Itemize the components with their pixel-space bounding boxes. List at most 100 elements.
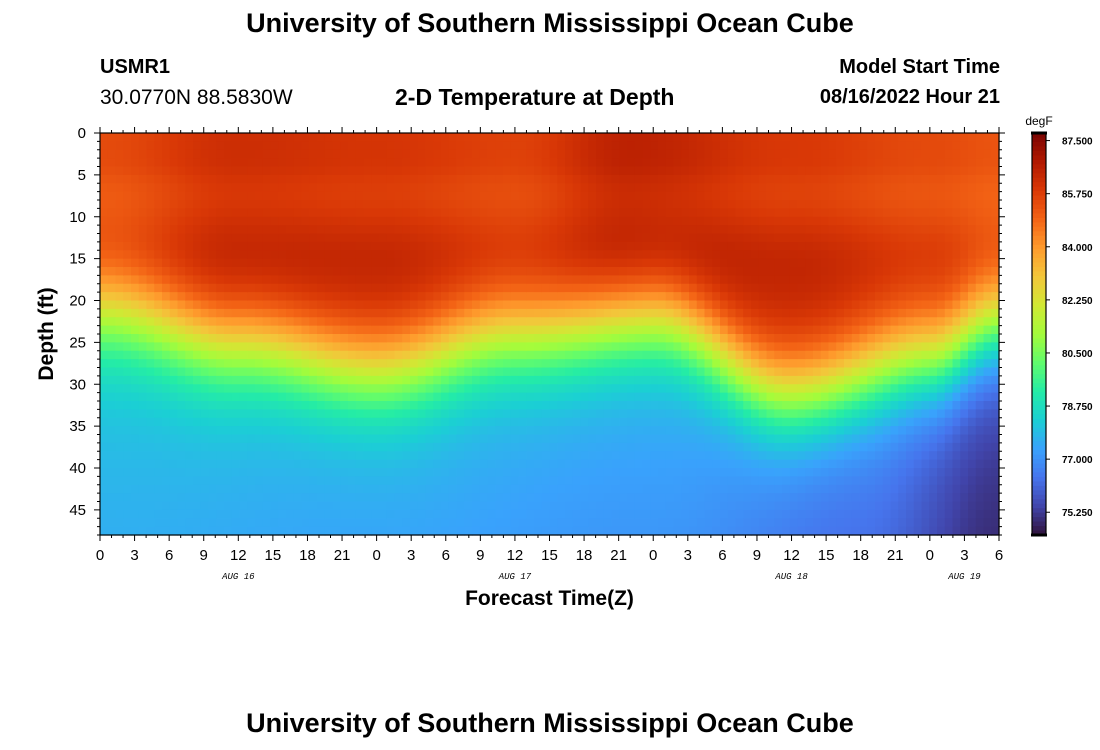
heatmap-cell bbox=[278, 258, 287, 268]
heatmap-cell bbox=[262, 216, 272, 226]
heatmap-cell bbox=[363, 468, 372, 477]
heatmap-cell bbox=[642, 200, 651, 209]
heatmap-cell bbox=[689, 434, 698, 444]
heatmap-cell bbox=[332, 518, 341, 528]
heatmap-cell bbox=[828, 258, 837, 268]
heatmap-cell bbox=[208, 493, 217, 503]
heatmap-cell bbox=[875, 216, 884, 226]
heatmap-cell bbox=[557, 191, 566, 201]
heatmap-cell bbox=[200, 451, 210, 461]
heatmap-cell bbox=[185, 526, 194, 536]
heatmap-cell bbox=[665, 468, 675, 477]
heatmap-cell bbox=[487, 233, 496, 243]
heatmap-cell bbox=[472, 191, 481, 201]
heatmap-cell bbox=[185, 241, 194, 251]
heatmap-cell bbox=[200, 283, 210, 293]
heatmap-cell bbox=[208, 325, 217, 335]
heatmap-cell bbox=[317, 484, 326, 494]
heatmap-cell bbox=[743, 275, 752, 285]
heatmap-cell bbox=[169, 359, 179, 369]
heatmap-cell bbox=[301, 158, 310, 168]
heatmap-cell bbox=[270, 200, 279, 209]
heatmap-cell bbox=[340, 200, 349, 209]
heatmap-cell bbox=[503, 158, 512, 168]
heatmap-cell bbox=[712, 342, 721, 352]
heatmap-cell bbox=[348, 367, 357, 377]
heatmap-cell bbox=[851, 191, 861, 201]
heatmap-cell bbox=[751, 459, 760, 469]
heatmap-cell bbox=[541, 384, 551, 394]
heatmap-cell bbox=[650, 442, 659, 452]
heatmap-cell bbox=[115, 518, 124, 528]
heatmap-cell bbox=[138, 325, 148, 335]
heatmap-cell bbox=[332, 468, 341, 477]
heatmap-cell bbox=[348, 493, 357, 503]
heatmap-cell bbox=[100, 133, 109, 142]
heatmap-cell bbox=[340, 292, 349, 302]
heatmap-cell bbox=[441, 409, 450, 419]
heatmap-cell bbox=[309, 459, 318, 469]
heatmap-cell bbox=[286, 158, 295, 168]
heatmap-cell bbox=[154, 384, 163, 394]
heatmap-cell bbox=[348, 434, 357, 444]
heatmap-cell bbox=[526, 476, 535, 486]
heatmap-cell bbox=[216, 417, 225, 427]
heatmap-cell bbox=[828, 526, 837, 536]
heatmap-cell bbox=[410, 149, 419, 159]
heatmap-cell bbox=[425, 300, 434, 310]
heatmap-cell bbox=[417, 308, 427, 318]
heatmap-cell bbox=[836, 468, 845, 477]
heatmap-cell bbox=[828, 149, 837, 159]
heatmap-cell bbox=[541, 392, 551, 402]
heatmap-cell bbox=[123, 283, 132, 293]
heatmap-cell bbox=[588, 476, 597, 486]
heatmap-cell bbox=[867, 451, 876, 461]
heatmap-cell bbox=[231, 359, 241, 369]
heatmap-cell bbox=[619, 158, 628, 168]
heatmap-cell bbox=[425, 350, 434, 360]
heatmap-cell bbox=[410, 442, 419, 452]
heatmap-cell bbox=[332, 216, 341, 226]
heatmap-cell bbox=[286, 241, 295, 251]
heatmap-cell bbox=[828, 417, 837, 427]
heatmap-cell bbox=[541, 342, 551, 352]
heatmap-cell bbox=[495, 216, 504, 226]
heatmap-cell bbox=[727, 384, 737, 394]
heatmap-cell bbox=[557, 401, 566, 410]
heatmap-cell bbox=[433, 342, 442, 352]
heatmap-cell bbox=[689, 225, 698, 235]
heatmap-cell bbox=[642, 468, 651, 477]
heatmap-cell bbox=[890, 417, 899, 427]
heatmap-cell bbox=[231, 275, 241, 285]
heatmap-cell bbox=[348, 225, 357, 235]
heatmap-cell bbox=[704, 200, 713, 209]
heatmap-cell bbox=[402, 133, 411, 142]
heatmap-cell bbox=[154, 367, 163, 377]
heatmap-cell bbox=[696, 468, 706, 477]
heatmap-cell bbox=[867, 300, 876, 310]
heatmap-cell bbox=[805, 141, 814, 151]
heatmap-cell bbox=[696, 409, 706, 419]
heatmap-cell bbox=[402, 384, 411, 394]
heatmap-cell bbox=[146, 200, 155, 209]
heatmap-cell bbox=[340, 275, 349, 285]
heatmap-cell bbox=[634, 476, 644, 486]
heatmap-cell bbox=[704, 191, 713, 201]
heatmap-cell bbox=[324, 501, 334, 511]
heatmap-cell bbox=[332, 275, 341, 285]
heatmap-cell bbox=[115, 200, 124, 209]
heatmap-cell bbox=[332, 526, 341, 536]
heatmap-cell bbox=[735, 141, 744, 151]
heatmap-cell bbox=[704, 342, 713, 352]
heatmap-cell bbox=[859, 325, 868, 335]
heatmap-cell bbox=[286, 484, 295, 494]
heatmap-cell bbox=[882, 493, 892, 503]
heatmap-cell bbox=[123, 442, 132, 452]
heatmap-cell bbox=[503, 392, 512, 402]
heatmap-cell bbox=[123, 141, 132, 151]
heatmap-cell bbox=[278, 334, 287, 343]
heatmap-cell bbox=[146, 141, 155, 151]
heatmap-cell bbox=[557, 267, 566, 276]
heatmap-cell bbox=[293, 451, 303, 461]
heatmap-cell bbox=[386, 417, 396, 427]
